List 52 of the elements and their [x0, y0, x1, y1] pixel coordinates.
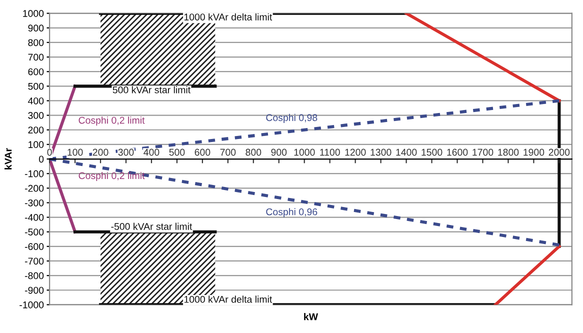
y-tick-label: -200 — [24, 184, 44, 192]
y-tick-label: -800 — [24, 272, 44, 280]
x-tick-label: 1800 — [498, 148, 519, 156]
annotation: 1000 kVAr delta limit — [184, 13, 272, 20]
annotation: Cosphi 0,98 — [266, 114, 318, 123]
x-tick-label: 1500 — [422, 148, 442, 156]
y-tick-label: 0 — [38, 156, 44, 163]
y-tick-label: 800 — [28, 39, 44, 46]
x-tick-label: 1200 — [345, 148, 366, 156]
x-tick-label: 2000 — [548, 148, 570, 156]
annotation: 1000 kVAr delta limit — [184, 296, 272, 303]
x-tick-label: 0 — [47, 148, 52, 156]
y-tick-label: 600 — [28, 68, 44, 76]
y-tick-label: -300 — [24, 199, 44, 206]
x-tick-label: 300 — [118, 148, 134, 156]
x-tick-label: 700 — [220, 148, 236, 156]
annotation: -500 kVAr star limit — [111, 222, 192, 230]
y-tick-label: -600 — [24, 243, 44, 250]
x-tick-label: 1700 — [472, 148, 494, 156]
y-tick-label: 500 — [28, 82, 44, 90]
x-tick-label: 600 — [194, 148, 210, 156]
x-tick-label: 1100 — [320, 148, 340, 156]
x-tick-label: 1000 — [294, 148, 315, 156]
y-tick-label: -400 — [24, 214, 44, 221]
x-tick-label: 800 — [246, 148, 262, 156]
y-tick-label: -100 — [24, 170, 44, 178]
x-tick-label: 500 — [169, 148, 185, 156]
x-tick-label: 1300 — [370, 148, 392, 156]
x-tick-label: 100 — [68, 148, 83, 156]
y-tick-label: 1000 — [23, 10, 44, 17]
y-tick-label: 900 — [28, 24, 44, 32]
y-tick-label: 400 — [28, 97, 44, 104]
annotation: Cosphi 0,2 limit — [78, 116, 145, 126]
y-axis-title: kVAr — [4, 148, 12, 170]
y-tick-label: -700 — [24, 258, 44, 265]
annotation: Cosphi 0,96 — [266, 208, 318, 218]
y-tick-label: -1000 — [20, 301, 44, 308]
y-tick-label: 300 — [28, 112, 44, 119]
x-axis-title: kW — [304, 313, 318, 320]
y-tick-label: 700 — [28, 54, 44, 61]
y-tick-label: -900 — [24, 286, 44, 294]
annotation: Cosphi 0,2 limit — [78, 172, 145, 182]
y-tick-label: -500 — [24, 228, 44, 236]
y-tick-label: 200 — [28, 126, 44, 134]
x-tick-label: 400 — [144, 148, 160, 156]
x-tick-label: 1900 — [524, 148, 544, 156]
x-tick-label: 1400 — [396, 148, 417, 156]
x-tick-label: 200 — [92, 148, 108, 156]
y-tick-label: 100 — [28, 141, 44, 148]
annotation: 500 kVAr star limit — [112, 86, 190, 94]
x-tick-label: 1600 — [447, 148, 468, 156]
x-tick-label: 900 — [271, 148, 287, 156]
